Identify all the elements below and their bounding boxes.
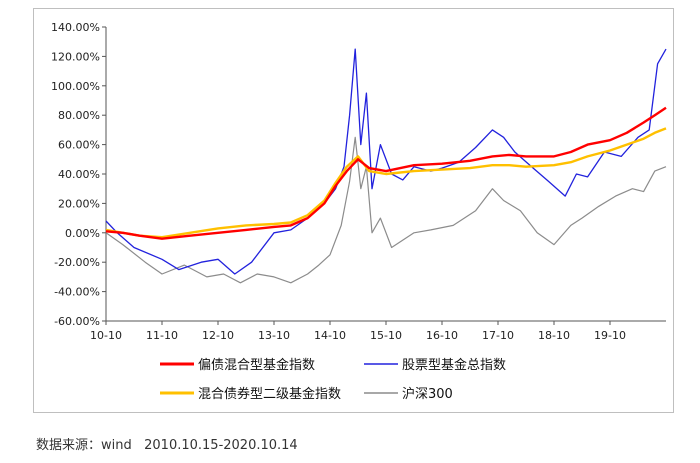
x-tick-label: 18-10 [538,329,570,342]
x-tick-label: 19-10 [594,329,626,342]
series-line-1 [105,48,667,275]
x-tick-label: 12-10 [202,329,234,342]
y-tick-label: 40.00% [58,168,100,181]
y-tick-label: 120.00% [51,50,100,63]
y-tick-label: 100.00% [51,80,100,93]
legend-label-1: 股票型基金总指数 [402,357,506,373]
y-tick-label: 80.00% [58,109,100,122]
y-tick-label: 140.00% [51,21,100,34]
series-line-3 [105,136,667,284]
y-tick-label: 0.00% [65,227,100,240]
y-tick-label: -40.00% [54,286,100,299]
chart-frame: 140.00% 120.00% 100.00% 80.00% 60.00% 40.00% 2… [33,8,674,413]
line-chart: 140.00% 120.00% 100.00% 80.00% 60.00% 40.00% 2… [51,21,667,402]
y-tick-label: 60.00% [58,139,100,152]
x-tick-label: 10-10 [90,329,122,342]
series-line-2 [105,127,667,239]
y-tick-label: -20.00% [54,256,100,269]
y-tick-label: 20.00% [58,197,100,210]
x-tick-label: 17-10 [482,329,514,342]
x-tick-label: 15-10 [370,329,402,342]
legend-label-2: 混合债券型二级基金指数 [198,386,341,402]
legend-label-3: 沪深300 [402,386,453,402]
x-tick-label: 13-10 [258,329,290,342]
x-tick-label: 11-10 [146,329,178,342]
series-lines [105,48,667,284]
x-tick-label: 14-10 [314,329,346,342]
y-tick-label: -60.00% [54,315,100,328]
axes: 140.00% 120.00% 100.00% 80.00% 60.00% 40.00% 2… [51,21,666,342]
series-line-0 [105,106,667,240]
x-tick-label: 16-10 [426,329,458,342]
legend-label-0: 偏债混合型基金指数 [198,357,315,373]
source-note: 数据来源：wind 2010.10.15-2020.10.14 [36,438,298,453]
